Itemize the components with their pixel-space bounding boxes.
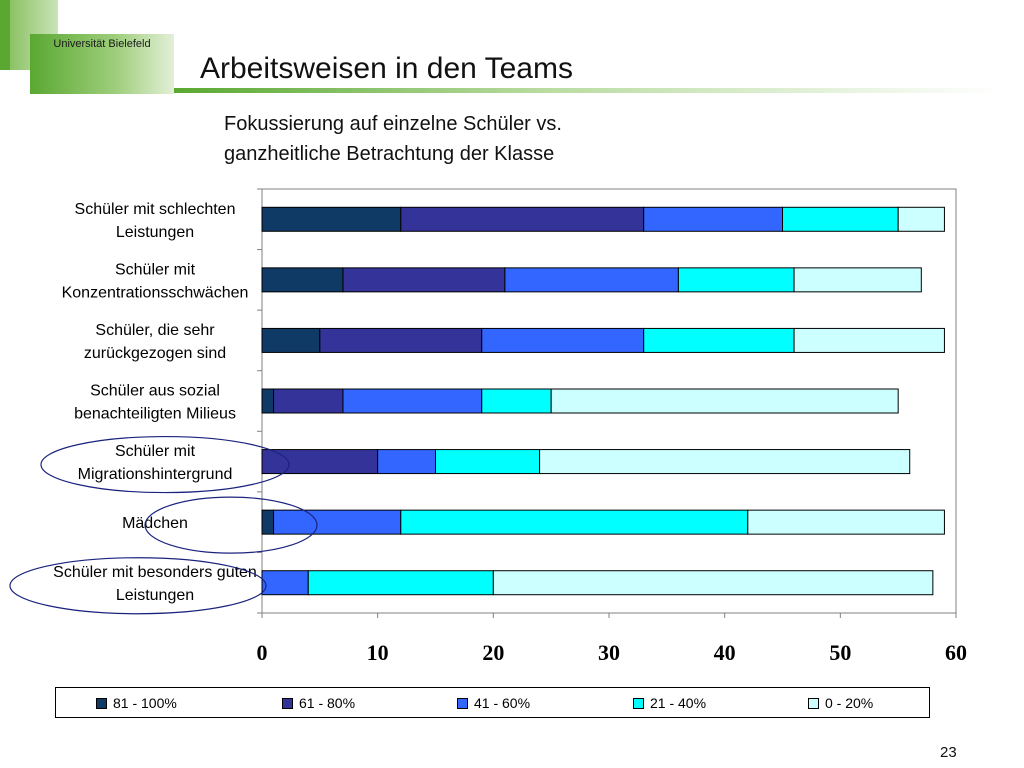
category-label: Leistungen xyxy=(116,587,194,604)
bar-segment xyxy=(793,327,945,353)
logo: Universität Bielefeld xyxy=(30,34,174,94)
category-label: Leistungen xyxy=(116,224,194,241)
legend-label: 41 - 60% xyxy=(474,695,531,711)
category-label: Schüler, die sehr xyxy=(95,322,215,339)
subtitle-line: ganzheitliche Betrachtung der Klasse xyxy=(224,143,555,165)
category-label: zurückgezogen sind xyxy=(84,345,226,362)
legend-label: 81 - 100% xyxy=(113,695,177,711)
bar-segment xyxy=(261,206,402,232)
bar-segment xyxy=(550,388,899,414)
subtitle-line: Fokussierung auf einzelne Schüler vs. xyxy=(224,113,562,135)
bar-segment xyxy=(307,570,494,596)
highlight-ellipse xyxy=(40,435,290,494)
legend-swatch xyxy=(282,697,293,709)
legend-swatch xyxy=(808,697,819,709)
bar-segment xyxy=(481,327,645,353)
legend-item: 41 - 60% xyxy=(457,695,530,711)
bar-segment xyxy=(782,206,899,232)
x-tick-label: 0 xyxy=(257,640,268,665)
bar-segment xyxy=(319,327,483,353)
bar-segment xyxy=(897,206,945,232)
legend-swatch xyxy=(457,697,468,709)
bar-segment xyxy=(747,509,945,535)
x-tick-label: 30 xyxy=(598,640,620,665)
bar-segment xyxy=(504,267,679,293)
category-label: Schüler mit schlechten xyxy=(75,201,236,218)
page-number: 23 xyxy=(940,744,957,761)
bar-segment xyxy=(261,509,275,535)
x-tick-label: 60 xyxy=(945,640,967,665)
legend-label: 61 - 80% xyxy=(299,695,356,711)
bar-segment xyxy=(273,509,402,535)
stacked-bar-chart: 0 10 20 30 40 50 60 Schüler mit schlechten Leist… xyxy=(9,188,967,665)
bar-segment xyxy=(261,267,344,293)
category-label: Mädchen xyxy=(122,515,188,532)
bar-segment xyxy=(261,388,275,414)
x-tick-label: 10 xyxy=(367,640,389,665)
category-label: Migrationshintergrund xyxy=(78,466,233,483)
legend-swatch xyxy=(633,697,644,709)
bar-segment xyxy=(400,206,645,232)
logo-text: Universität Bielefeld xyxy=(53,38,151,50)
bar-segment xyxy=(481,388,552,414)
bar-segment xyxy=(377,449,436,475)
legend-swatch xyxy=(96,697,107,709)
bar-segment xyxy=(342,388,483,414)
x-tick-label: 20 xyxy=(482,640,504,665)
bar-segment xyxy=(677,267,795,293)
bar-segment xyxy=(273,388,344,414)
legend-item: 21 - 40% xyxy=(633,695,706,711)
bar-segment xyxy=(643,206,784,232)
legend-item: 0 - 20% xyxy=(808,695,873,711)
chart-legend: 81 - 100% 61 - 80% 41 - 60% 21 - 40% 0 - 20% xyxy=(55,687,930,718)
slide-title: Arbeitsweisen in den Teams xyxy=(200,52,573,85)
decor-green-line xyxy=(174,88,1000,93)
bar-segment xyxy=(793,267,922,293)
highlight-ellipse xyxy=(144,496,318,554)
bar-segment xyxy=(261,327,321,353)
bar-segment xyxy=(492,570,934,596)
bar-segment xyxy=(261,449,379,475)
chart-subtitle: Fokussierung auf einzelne Schüler vs. ga… xyxy=(224,109,744,169)
legend-label: 21 - 40% xyxy=(650,695,707,711)
category-label: Schüler aus sozial xyxy=(90,383,220,400)
bar-segment xyxy=(539,449,911,475)
legend-item: 61 - 80% xyxy=(282,695,355,711)
decor-green-square xyxy=(0,0,10,70)
x-tick-label: 40 xyxy=(714,640,736,665)
x-tick-label: 50 xyxy=(829,640,851,665)
bar-segment xyxy=(400,509,749,535)
bar-segment xyxy=(435,449,541,475)
legend-item: 81 - 100% xyxy=(96,695,177,711)
bar-segment xyxy=(342,267,506,293)
bar-segment xyxy=(261,570,309,596)
category-label: Schüler mit besonders guten xyxy=(53,564,257,581)
legend-label: 0 - 20% xyxy=(825,695,874,711)
category-label: benachteiligten Milieus xyxy=(74,406,236,423)
category-label: Schüler mit xyxy=(115,443,196,460)
highlight-ellipse xyxy=(9,557,267,615)
category-label: Konzentrationsschwächen xyxy=(62,284,249,301)
bar-segment xyxy=(643,327,795,353)
category-label: Schüler mit xyxy=(115,261,196,278)
